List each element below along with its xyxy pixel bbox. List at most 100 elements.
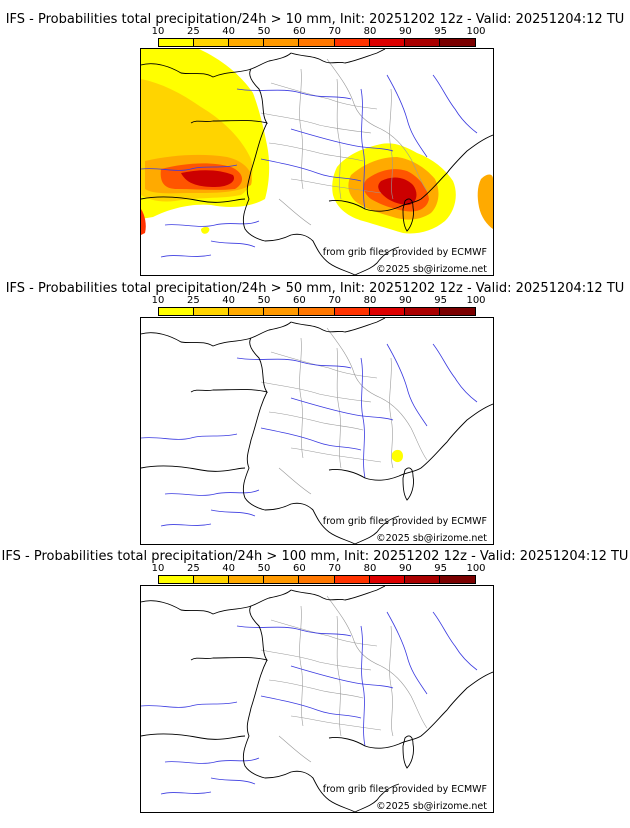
colorbar-swatch [299, 576, 335, 583]
panel-1-map: from grib files provided by ECMWF ©2025 … [140, 48, 494, 276]
colorbar-tick-label: 10 [151, 295, 165, 306]
colorbar-tick-label: 90 [398, 295, 412, 306]
colorbar-tick-label: 60 [292, 563, 306, 574]
colorbar-tick-label: 80 [363, 563, 377, 574]
colorbar-tick-label: 80 [363, 26, 377, 37]
colorbar-tick-label: 60 [292, 295, 306, 306]
colorbar-swatch [159, 39, 195, 46]
river-line [164, 757, 260, 764]
colorbar-tick-label: 25 [186, 563, 200, 574]
admin-border-line [270, 82, 378, 110]
admin-border-line [290, 447, 382, 463]
panel-2-map: from grib files provided by ECMWF ©2025 … [140, 317, 494, 545]
probability-area [181, 170, 235, 187]
colorbar-tick-label: 40 [222, 26, 236, 37]
admin-border-line [290, 178, 382, 194]
colorbar-swatches [158, 307, 476, 316]
colorbar-swatch [159, 576, 195, 583]
probability-area [477, 174, 493, 229]
admin-border-line [326, 58, 428, 192]
probability-area [141, 209, 146, 235]
coastline [242, 391, 356, 544]
panel-1-source-credit: from grib files provided by ECMWF [322, 247, 487, 258]
colorbar-tick-label: 100 [466, 26, 486, 37]
panel-3-title: IFS - Probabilities total precipitation/… [1, 549, 629, 564]
colorbar-swatch [264, 308, 300, 315]
colorbar-swatch [369, 576, 405, 583]
coastline [141, 196, 246, 203]
coastline [328, 671, 493, 749]
colorbar-swatch [229, 308, 265, 315]
colorbar-swatch [264, 39, 300, 46]
coastline [242, 659, 356, 812]
admin-border-line [268, 142, 364, 162]
coastline [242, 122, 356, 275]
admin-border-line [270, 351, 378, 379]
colorbar-swatch [439, 308, 475, 315]
colorbar-tick-label: 60 [292, 26, 306, 37]
coastline [141, 465, 246, 472]
colorbar-swatch [264, 576, 300, 583]
coastline [141, 733, 246, 740]
coastline [290, 318, 386, 333]
colorbar-swatch [334, 39, 370, 46]
colorbar-tick-label: 25 [186, 295, 200, 306]
coastline [190, 605, 269, 661]
river-line [290, 128, 394, 152]
admin-border-line [336, 78, 342, 200]
probability-area [201, 226, 210, 234]
river-line [141, 701, 238, 708]
colorbar-swatch [299, 39, 335, 46]
colorbar-swatches [158, 38, 476, 47]
colorbar-swatch [439, 576, 475, 583]
coastline [328, 403, 493, 481]
colorbar-tick-label: 95 [434, 26, 448, 37]
colorbar-swatch [369, 39, 405, 46]
colorbar-swatch [159, 308, 195, 315]
river-line [360, 357, 366, 479]
admin-border-line [389, 625, 394, 737]
panel-1-map-canvas [141, 49, 493, 275]
river-line [141, 433, 238, 440]
colorbar-tick-label: 50 [257, 295, 271, 306]
panel-2-title: IFS - Probabilities total precipitation/… [5, 281, 625, 296]
river-line [290, 665, 394, 689]
river-line [386, 343, 428, 427]
river-line [210, 240, 256, 248]
panel-3-map-canvas [141, 586, 493, 812]
probability-area [391, 449, 403, 463]
colorbar-swatch [404, 576, 440, 583]
admin-border-line [278, 198, 312, 226]
colorbar-tick-label: 40 [222, 295, 236, 306]
river-line [386, 611, 428, 695]
probability-area [378, 177, 417, 205]
corsica-coastline [402, 735, 414, 769]
river-line [432, 611, 478, 671]
river-line [290, 397, 394, 421]
river-line [432, 343, 478, 403]
river-line [210, 777, 256, 785]
corsica-coastline [402, 467, 414, 501]
colorbar-tick-label: 100 [466, 563, 486, 574]
admin-border-line [278, 467, 312, 495]
admin-border-line [278, 735, 312, 763]
river-line [360, 625, 366, 747]
colorbar-swatch [194, 39, 230, 46]
coastline [141, 52, 292, 78]
admin-border-line [268, 679, 364, 699]
colorbar-tick-label: 10 [151, 26, 165, 37]
colorbar-swatch [229, 576, 265, 583]
colorbar-tick-label: 100 [466, 295, 486, 306]
colorbar-tick-label: 95 [434, 563, 448, 574]
river-line [260, 158, 362, 182]
river-line [432, 74, 478, 134]
river-line [260, 427, 362, 451]
colorbar-tick-label: 90 [398, 563, 412, 574]
admin-border-line [389, 357, 394, 469]
river-line [141, 164, 238, 171]
colorbar-tick-label: 70 [328, 295, 342, 306]
admin-border-line [299, 605, 304, 727]
river-line [386, 74, 428, 158]
colorbar-swatch [404, 39, 440, 46]
coastline [328, 134, 493, 212]
